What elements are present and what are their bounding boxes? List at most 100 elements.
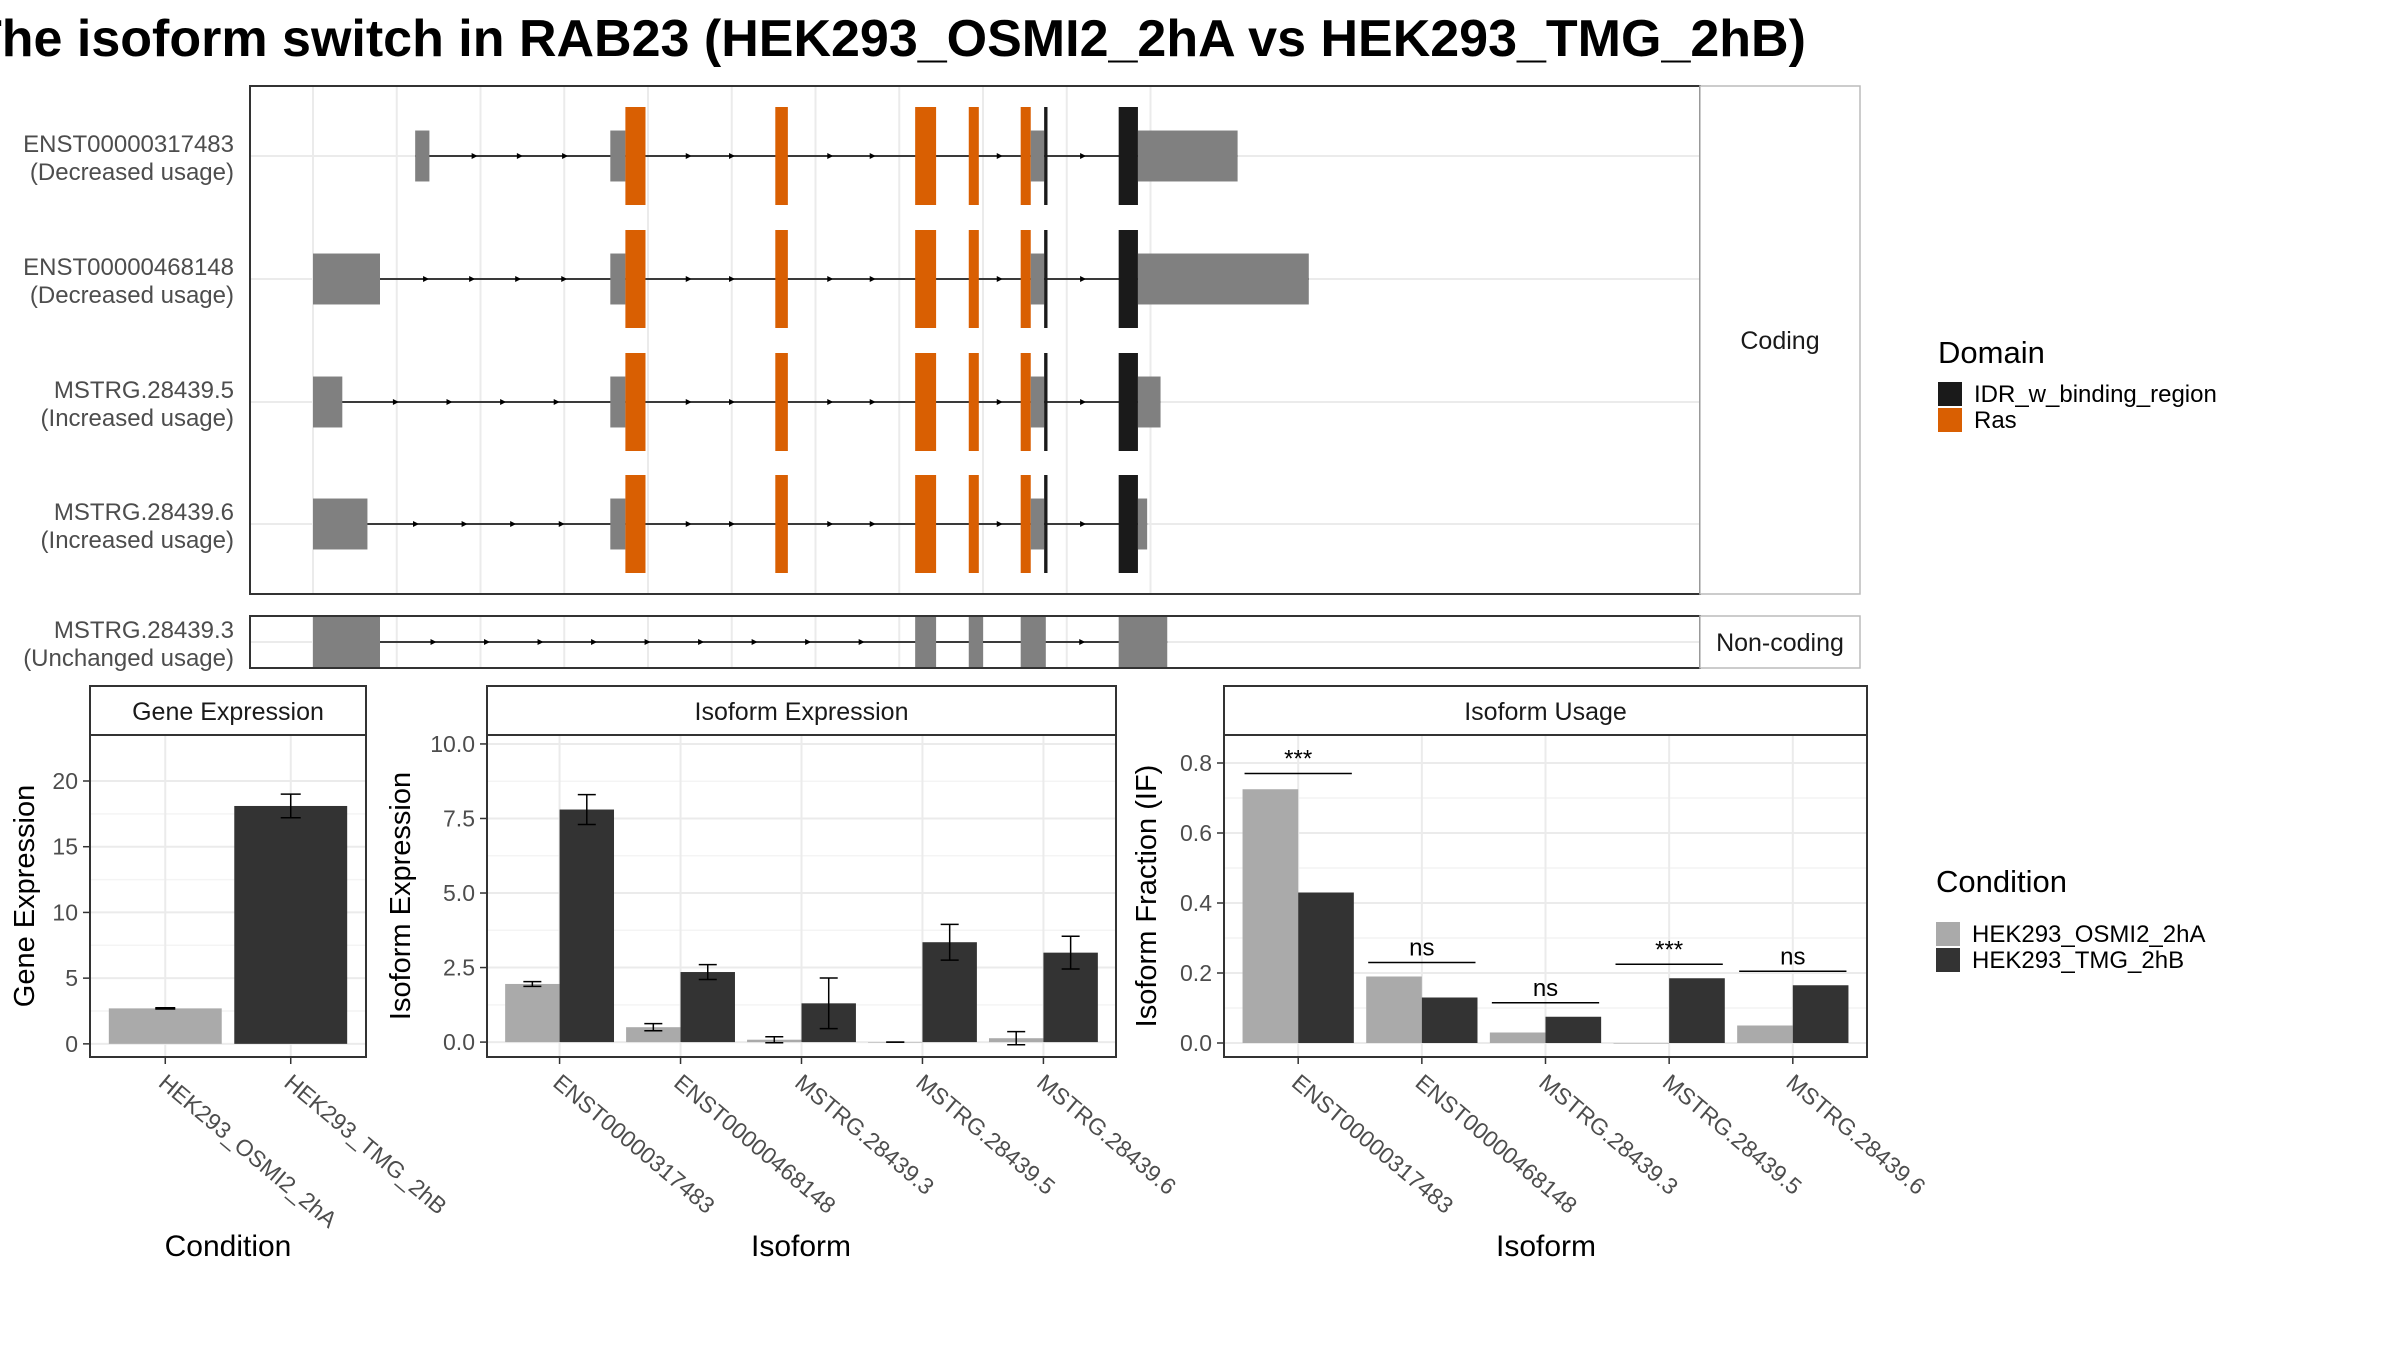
transcript-id-label: MSTRG.28439.3 — [54, 617, 234, 644]
transcript-row: ENST00000468148(Decreased usage) — [23, 230, 1309, 328]
legend-label: Ras — [1974, 407, 2017, 434]
direction-arrow — [685, 276, 692, 282]
direction-arrow — [553, 399, 560, 405]
direction-arrow — [644, 639, 651, 645]
legend-key — [1936, 922, 1960, 946]
bar — [559, 809, 615, 1043]
idr-domain-block — [1044, 353, 1048, 451]
x-axis-title: Condition — [165, 1230, 292, 1263]
direction-arrow — [827, 521, 834, 527]
direction-arrow — [805, 639, 812, 645]
direction-arrow — [413, 521, 420, 527]
exon-block — [1030, 253, 1045, 305]
idr-domain-block — [1118, 107, 1138, 205]
direction-arrow — [423, 276, 430, 282]
y-tick-label: 0.0 — [1180, 1030, 1212, 1056]
y-tick-label: 5.0 — [443, 880, 475, 906]
bar — [1421, 997, 1478, 1043]
bar — [505, 983, 560, 1043]
bar — [1489, 1032, 1546, 1043]
bar — [1613, 1043, 1670, 1044]
transcript-status-label: (Unchanged usage) — [23, 645, 234, 672]
exon-block — [313, 498, 368, 550]
significance-label: ns — [1533, 975, 1558, 1002]
bar — [1242, 789, 1299, 1043]
significance-label: *** — [1655, 936, 1683, 963]
direction-arrow — [729, 153, 736, 159]
ras-domain-block — [775, 230, 788, 328]
facet-strip — [1223, 685, 1868, 736]
legend-key — [1936, 948, 1960, 972]
y-tick-label: 5 — [65, 965, 78, 991]
y-tick-label: 0.4 — [1180, 890, 1212, 916]
facet-strip — [1699, 615, 1861, 669]
direction-arrow — [858, 639, 865, 645]
ras-domain-block — [625, 475, 646, 573]
idr-domain-block — [1118, 475, 1138, 573]
exon-block — [968, 617, 983, 667]
ras-domain-block — [915, 230, 937, 328]
direction-arrow — [698, 639, 705, 645]
structure-group-coding: ENST00000317483(Decreased usage)ENST0000… — [23, 85, 1861, 595]
legend-title: Domain — [1938, 335, 2045, 370]
ras-domain-block — [915, 475, 937, 573]
direction-arrow — [996, 276, 1003, 282]
direction-arrow — [869, 276, 876, 282]
legend-label: HEK293_TMG_2hB — [1972, 947, 2184, 974]
y-tick-label: 7.5 — [443, 805, 475, 831]
ras-domain-block — [1020, 475, 1031, 573]
bar — [1366, 976, 1422, 1043]
bar — [1298, 892, 1354, 1043]
ras-domain-block — [1020, 230, 1031, 328]
transcript-id-label: ENST00000317483 — [23, 131, 234, 158]
y-tick-label: 10.0 — [430, 731, 475, 757]
direction-arrow — [461, 521, 468, 527]
exon-block — [610, 253, 626, 305]
direction-arrow — [471, 153, 478, 159]
gene-structure-panel: ENST00000317483(Decreased usage)ENST0000… — [23, 85, 1861, 672]
idr-domain-block — [1044, 107, 1048, 205]
facet-strip-label: Gene Expression — [132, 698, 324, 726]
bar-panels: Gene Expression05101520HEK293_OSMI2_2hAH… — [9, 685, 1931, 1263]
bar — [626, 1027, 681, 1043]
direction-arrow — [430, 639, 437, 645]
y-tick-label: 0.6 — [1180, 820, 1212, 846]
bar — [680, 972, 735, 1043]
idr-domain-block — [1044, 230, 1048, 328]
direction-arrow — [685, 399, 692, 405]
bar — [1737, 1025, 1793, 1043]
transcript-status-label: (Decreased usage) — [30, 282, 234, 309]
significance-label: ns — [1409, 935, 1434, 962]
legend-label: IDR_w_binding_region — [1974, 381, 2217, 408]
direction-arrow — [561, 276, 568, 282]
direction-arrow — [729, 521, 736, 527]
ras-domain-block — [625, 107, 646, 205]
y-tick-label: 10 — [52, 899, 78, 925]
direction-arrow — [685, 153, 692, 159]
legend-key — [1938, 382, 1962, 406]
transcript-row: ENST00000317483(Decreased usage) — [23, 107, 1238, 205]
facet-strip-label: Coding — [1740, 327, 1819, 355]
transcript-id-label: ENST00000468148 — [23, 254, 234, 281]
direction-arrow — [827, 399, 834, 405]
transcript-row: MSTRG.28439.3(Unchanged usage) — [23, 617, 1168, 672]
exon-block — [313, 617, 380, 667]
bar — [1669, 978, 1725, 1043]
direction-arrow — [392, 399, 399, 405]
y-axis-title: Gene Expression — [9, 785, 41, 1007]
y-tick-label: 0.2 — [1180, 960, 1212, 986]
direction-arrow — [469, 276, 476, 282]
direction-arrow — [484, 639, 491, 645]
exon-block — [313, 376, 343, 428]
ras-domain-block — [625, 230, 646, 328]
bar-panel-3: *** ns ns *** ns Isoform Usage 0.0 0.2 0.4 0.6 0.8… — [1131, 685, 1931, 1263]
direction-arrow — [1080, 153, 1087, 159]
exon-block — [610, 498, 626, 550]
ras-domain-block — [968, 475, 979, 573]
facet-strip-label: Isoform Usage — [1464, 698, 1627, 726]
ras-domain-block — [968, 230, 979, 328]
exon-block — [1137, 130, 1238, 182]
exon-block — [610, 376, 626, 428]
ras-domain-block — [1020, 353, 1031, 451]
